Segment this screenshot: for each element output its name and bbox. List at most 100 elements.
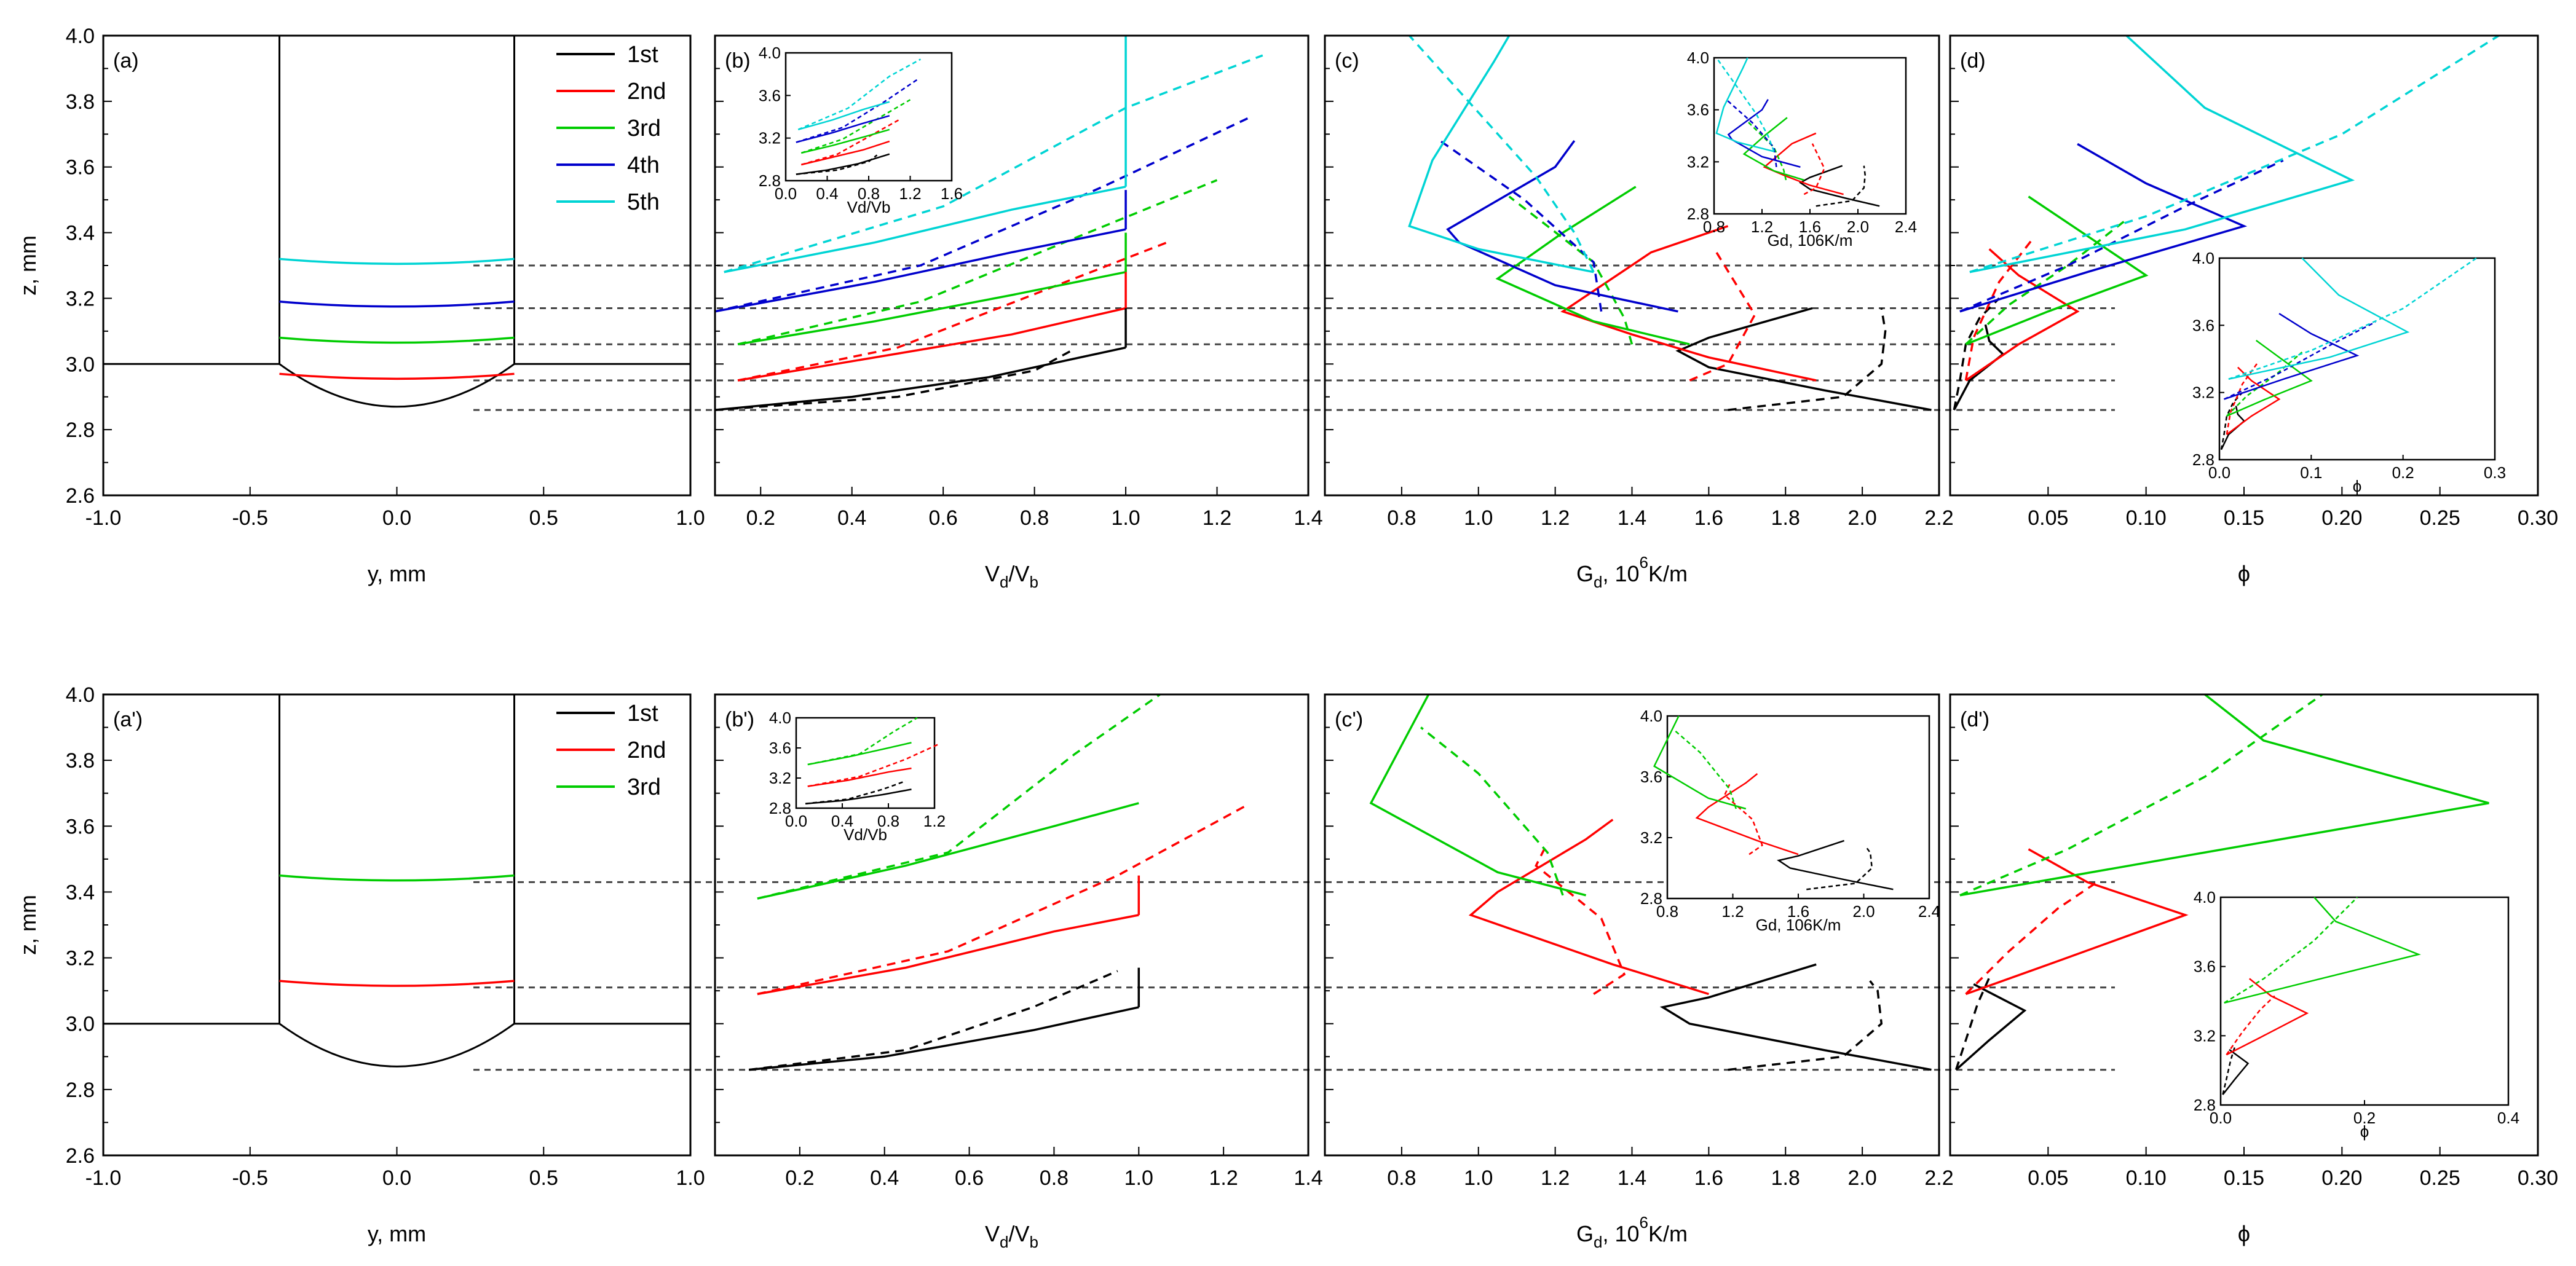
- panel-b-series-5th-dashed: [724, 54, 1263, 273]
- panel-d-series-1st-solid: [1953, 324, 2005, 411]
- panel-c-inset-series-5th-dashed: [1715, 57, 1775, 152]
- panel-d-inset-series-3rd-solid: [2224, 897, 2421, 1004]
- panel-d-series-3rd-solid: [1965, 195, 2149, 345]
- panel-a-y-tick-label: 3.2: [66, 287, 95, 310]
- panel-a: 2.6 2.8 3.0 3.2 3.4 3.6 3.8 4.0 z, mm -1.0 -0.5 0.0…: [15, 25, 705, 586]
- panel-d-series-3rd-dashed: [1959, 694, 2323, 897]
- row-2: 2.6 2.8 3.0 3.2 3.4 3.6 3.8 4.0 z, mm -1.0 -0.5 0.0…: [15, 683, 2558, 1251]
- panel-b-x-tick-label: 1.0: [1111, 506, 1140, 530]
- panel-c-inset-x-tick-label: 2.0: [1852, 902, 1875, 921]
- panel-c-plot-area: [1369, 694, 1932, 1071]
- panel-b-series-2nd-solid: [757, 914, 1139, 996]
- panel-d-series-1st-solid: [1955, 983, 2027, 1071]
- panel-b-series-1st-dashed: [715, 350, 1072, 411]
- panel-c-inset-y-tick-label: 4.0: [1640, 707, 1662, 725]
- panel-d-inset-series-1st-solid: [2222, 1048, 2250, 1095]
- panel-c-inset: 0.8 1.2 1.6 2.0 2.4 2.8 3.2 3.6 4.0 Gd, 106K/m: [1687, 49, 1917, 250]
- panel-b-x-tick-label: 1.2: [1209, 1166, 1238, 1190]
- panel-d-inset-y-tick-label: 2.8: [2194, 1096, 2216, 1114]
- panel-b: 0.2 0.4 0.6 0.8 1.0 1.2 1.4 (b) Vd/Vb 0.0 0.4 0.8 1.…: [714, 34, 1323, 591]
- panel-d-x-axis-title: ϕ: [2238, 1221, 2250, 1246]
- panel-b-inset-x-tick-label: 0.0: [785, 812, 807, 830]
- panel-a: 2.6 2.8 3.0 3.2 3.4 3.6 3.8 4.0 z, mm -1.0 -0.5 0.0…: [15, 683, 705, 1246]
- panel-c-x-tick-label: 1.0: [1464, 1166, 1493, 1190]
- panel-d-x-tick-label: 0.25: [2420, 1166, 2460, 1190]
- panel-d-series-1st-dashed: [1953, 297, 2000, 411]
- panel-d-series-2nd-solid: [1965, 248, 2080, 382]
- legend-label-1st: 1st: [627, 701, 658, 726]
- panel-d-inset-y-tick-label: 4.0: [2194, 888, 2216, 906]
- panel-a-y-axis-title: z, mm: [15, 895, 41, 955]
- panel-c-inset-x-tick-label: 2.4: [1895, 218, 1917, 236]
- panel-b-x-tick-label: 0.8: [1040, 1166, 1069, 1190]
- panel-c-inset-x-tick-label: 1.2: [1721, 902, 1744, 921]
- panel-c-inset-frame: [1666, 715, 1930, 900]
- panel-c-inset-y-tick-label: 3.2: [1640, 828, 1662, 847]
- panel-b-x-tick-label: 0.4: [870, 1166, 899, 1190]
- panel-b-x-tick-label: 1.2: [1203, 506, 1231, 530]
- panel-d-series-1st-dashed: [1954, 977, 1991, 1071]
- panel-c-series-1st-solid: [1659, 963, 1932, 1071]
- panel-d-inset-series-1st-dashed: [2222, 1045, 2236, 1095]
- panel-b-inset-y-tick-label: 3.6: [759, 86, 781, 104]
- panel-c-plot-area: [1408, 36, 1932, 411]
- panel-c-series-5th-solid: [1408, 36, 1594, 273]
- panel-d-panel-tag: (d'): [1960, 708, 1989, 731]
- panel-c-inset-series-1st-dashed: [1815, 165, 1866, 207]
- panel-b-inset-y-tick-label: 2.8: [759, 171, 781, 190]
- panel-c-inset-series-2nd-dashed: [1723, 784, 1763, 855]
- panel-d-inset: 0.0 0.2 0.4 2.8 3.2 3.6 4.0 ϕ: [2194, 888, 2519, 1141]
- panel-c-inset-series-5th-solid: [1715, 57, 1774, 152]
- panel-c-inset: 0.8 1.2 1.6 2.0 2.4 2.8 3.2 3.6 4.0 Gd, 106K/m: [1640, 707, 1940, 934]
- panel-d-x-tick-label: 0.30: [2518, 1166, 2558, 1190]
- panel-a-x-tick-label: 0.5: [529, 506, 558, 530]
- panel-c-inset-y-tick-label: 3.2: [1687, 152, 1709, 171]
- panel-b-inset-series-3rd-dashed: [800, 99, 911, 154]
- row-1: 2.6 2.8 3.0 3.2 3.4 3.6 3.8 4.0 z, mm -1.0 -0.5 0.0…: [15, 25, 2558, 591]
- panel-b-inset-x-tick-label: 0.4: [816, 184, 838, 203]
- panel-c-inset-y-tick-label: 3.6: [1640, 768, 1662, 786]
- panel-b-inset: 0.0 0.4 0.8 1.2 2.8 3.2 3.6 4.0 Vd/Vb: [769, 709, 946, 844]
- panel-c-inset-series-1st-solid: [1777, 839, 1894, 891]
- panel-a-x-axis-title: y, mm: [368, 561, 426, 586]
- panel-b-series-1st-solid: [748, 1006, 1139, 1071]
- panel-a-x-tick-label: -0.5: [232, 1166, 268, 1190]
- panel-a-y-tick-label: 2.6: [66, 1144, 95, 1168]
- layer-line-2nd: [279, 372, 515, 380]
- panel-c-x-tick-label: 2.2: [1924, 506, 1953, 530]
- melt-pool-arc: [279, 1023, 515, 1067]
- layer-line-5th: [279, 258, 515, 265]
- panel-b-inset-y-tick-label: 4.0: [759, 44, 781, 62]
- panel-d-inset-series-1st-dashed: [2220, 391, 2243, 450]
- panel-b-plot-area: [748, 694, 1246, 1071]
- panel-d-series-2nd-solid: [1965, 848, 2189, 996]
- panel-c-inset-x-tick-label: 1.6: [1799, 218, 1821, 236]
- panel-a-panel-tag: (a'): [113, 708, 143, 731]
- panel-d: 0.05 0.10 0.15 0.20 0.25 0.30 (d) ϕ 0.0 0.1 0.2 0.3…: [1949, 34, 2558, 586]
- panel-b-inset-series-2nd-dashed: [807, 742, 941, 787]
- panel-c-inset-series-2nd-solid: [1695, 773, 1799, 855]
- panel-a-x-tick-label: 0.0: [382, 506, 411, 530]
- panel-c-x-tick-label: 0.8: [1387, 506, 1416, 530]
- panel-c-inset-series-3rd-solid: [1742, 117, 1804, 181]
- panel-d-inset: 0.0 0.1 0.2 0.3 2.8 3.2 3.6 4.0 ϕ: [2192, 249, 2506, 495]
- panel-d-x-tick-label: 0.05: [2028, 1166, 2068, 1190]
- panel-b-inset-x-tick-label: 0.4: [831, 812, 853, 830]
- panel-c-x-tick-label: 1.0: [1464, 506, 1493, 530]
- panel-c-inset-y-tick-label: 2.8: [1687, 205, 1709, 223]
- panel-d-x-tick-label: 0.15: [2224, 506, 2264, 530]
- legend-label-5th: 5th: [627, 189, 660, 215]
- legend: 1st 2nd 3rd: [556, 701, 666, 800]
- panel-b-x-axis-title: Vd/Vb: [985, 561, 1038, 591]
- panel-a-x-tick-label: -1.0: [85, 1166, 122, 1190]
- panel-a-x-tick-label: 1.0: [676, 506, 705, 530]
- panel-a-frame: [102, 34, 692, 497]
- panel-a-y-axis-title: z, mm: [15, 235, 41, 296]
- panel-d-inset-x-axis-title: ϕ: [2360, 1122, 2369, 1141]
- panel-b: 0.2 0.4 0.6 0.8 1.0 1.2 1.4 (b') Vd/Vb 0.0 0.4 0.8 1…: [714, 693, 1323, 1251]
- wall-outline: [279, 693, 515, 1024]
- panel-b-inset: 0.0 0.4 0.8 1.2 1.6 2.8 3.2 3.6 4.0 Vd/Vb: [759, 44, 963, 216]
- panel-d-inset-series-5th-dashed: [2228, 257, 2477, 380]
- panel-c-series-3rd-dashed: [1420, 726, 1564, 896]
- panel-b-inset-series-1st-dashed: [805, 780, 906, 804]
